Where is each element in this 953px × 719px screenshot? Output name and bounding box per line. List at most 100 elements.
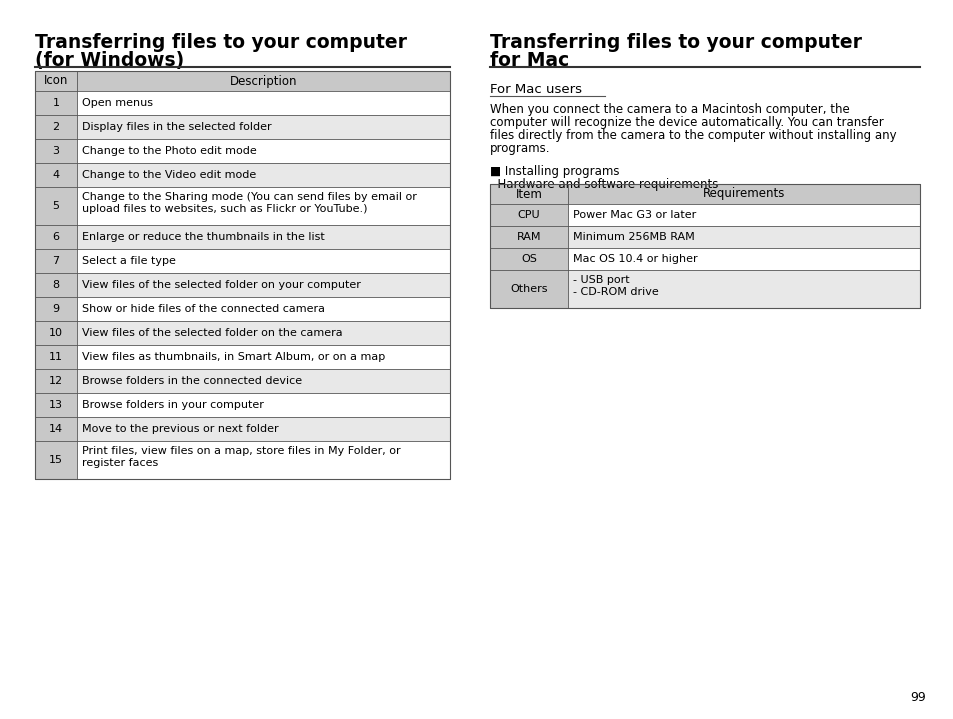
Bar xyxy=(35,163,77,187)
Text: Browse folders in your computer: Browse folders in your computer xyxy=(82,400,264,410)
Bar xyxy=(77,139,450,163)
Bar xyxy=(77,345,450,369)
Text: 2: 2 xyxy=(52,122,59,132)
Bar xyxy=(77,91,450,115)
Bar xyxy=(490,270,567,308)
Text: register faces: register faces xyxy=(82,458,158,468)
Bar xyxy=(35,345,77,369)
Text: 11: 11 xyxy=(49,352,63,362)
Bar xyxy=(77,321,450,345)
Text: Hardware and software requirements: Hardware and software requirements xyxy=(490,178,718,191)
Text: Description: Description xyxy=(230,75,297,88)
Text: 4: 4 xyxy=(52,170,59,180)
Text: - CD-ROM drive: - CD-ROM drive xyxy=(573,287,659,297)
Text: for Mac: for Mac xyxy=(490,51,569,70)
Bar xyxy=(35,441,77,479)
Bar xyxy=(35,71,77,91)
Text: 9: 9 xyxy=(52,304,59,314)
Text: Icon: Icon xyxy=(44,75,68,88)
Text: 5: 5 xyxy=(52,201,59,211)
Text: Enlarge or reduce the thumbnails in the list: Enlarge or reduce the thumbnails in the … xyxy=(82,232,324,242)
Bar xyxy=(35,115,77,139)
Bar xyxy=(567,184,919,204)
Text: Mac OS 10.4 or higher: Mac OS 10.4 or higher xyxy=(573,254,697,264)
Text: Requirements: Requirements xyxy=(702,188,784,201)
Text: 3: 3 xyxy=(52,146,59,156)
Text: (for Windows): (for Windows) xyxy=(35,51,184,70)
Bar xyxy=(35,91,77,115)
Text: 15: 15 xyxy=(49,455,63,465)
Text: Open menus: Open menus xyxy=(82,98,152,108)
Bar xyxy=(35,369,77,393)
Text: 6: 6 xyxy=(52,232,59,242)
Text: CPU: CPU xyxy=(517,210,539,220)
Bar xyxy=(77,393,450,417)
Bar xyxy=(35,187,77,225)
Text: Print files, view files on a map, store files in My Folder, or: Print files, view files on a map, store … xyxy=(82,446,400,456)
Text: Transferring files to your computer: Transferring files to your computer xyxy=(35,33,407,52)
Text: OS: OS xyxy=(520,254,537,264)
Text: When you connect the camera to a Macintosh computer, the: When you connect the camera to a Macinto… xyxy=(490,103,849,116)
Text: computer will recognize the device automatically. You can transfer: computer will recognize the device autom… xyxy=(490,116,882,129)
Text: Move to the previous or next folder: Move to the previous or next folder xyxy=(82,424,278,434)
Bar xyxy=(77,225,450,249)
Text: 99: 99 xyxy=(909,691,925,704)
Text: ■ Installing programs: ■ Installing programs xyxy=(490,165,618,178)
Bar xyxy=(35,321,77,345)
Text: programs.: programs. xyxy=(490,142,550,155)
Text: Change to the Video edit mode: Change to the Video edit mode xyxy=(82,170,256,180)
Text: Transferring files to your computer: Transferring files to your computer xyxy=(490,33,862,52)
Bar xyxy=(77,71,450,91)
Bar xyxy=(567,248,919,270)
Text: 14: 14 xyxy=(49,424,63,434)
Text: 10: 10 xyxy=(49,328,63,338)
Bar xyxy=(77,417,450,441)
Text: View files of the selected folder on your computer: View files of the selected folder on you… xyxy=(82,280,360,290)
Text: Others: Others xyxy=(510,284,547,294)
Text: 12: 12 xyxy=(49,376,63,386)
Bar xyxy=(567,226,919,248)
Text: Show or hide files of the connected camera: Show or hide files of the connected came… xyxy=(82,304,325,314)
Text: - USB port: - USB port xyxy=(573,275,629,285)
Bar xyxy=(35,139,77,163)
Bar xyxy=(77,369,450,393)
Bar xyxy=(35,225,77,249)
Text: View files of the selected folder on the camera: View files of the selected folder on the… xyxy=(82,328,342,338)
Text: files directly from the camera to the computer without installing any: files directly from the camera to the co… xyxy=(490,129,896,142)
Bar xyxy=(35,71,450,479)
Bar xyxy=(490,184,919,308)
Bar xyxy=(77,441,450,479)
Text: 8: 8 xyxy=(52,280,59,290)
Bar xyxy=(35,297,77,321)
Bar xyxy=(77,297,450,321)
Bar xyxy=(490,204,567,226)
Text: Display files in the selected folder: Display files in the selected folder xyxy=(82,122,272,132)
Bar xyxy=(77,187,450,225)
Bar xyxy=(490,248,567,270)
Bar xyxy=(35,273,77,297)
Bar xyxy=(35,417,77,441)
Bar xyxy=(35,393,77,417)
Text: Power Mac G3 or later: Power Mac G3 or later xyxy=(573,210,696,220)
Bar xyxy=(490,226,567,248)
Bar xyxy=(35,249,77,273)
Text: Change to the Sharing mode (You can send files by email or: Change to the Sharing mode (You can send… xyxy=(82,192,416,202)
Text: For Mac users: For Mac users xyxy=(490,83,581,96)
Text: Minimum 256MB RAM: Minimum 256MB RAM xyxy=(573,232,694,242)
Bar xyxy=(567,204,919,226)
Bar xyxy=(77,273,450,297)
Bar xyxy=(77,115,450,139)
Bar xyxy=(490,184,567,204)
Text: Select a file type: Select a file type xyxy=(82,256,175,266)
Bar xyxy=(77,163,450,187)
Text: upload files to websites, such as Flickr or YouTube.): upload files to websites, such as Flickr… xyxy=(82,204,367,214)
Text: 7: 7 xyxy=(52,256,59,266)
Text: 1: 1 xyxy=(52,98,59,108)
Text: View files as thumbnails, in Smart Album, or on a map: View files as thumbnails, in Smart Album… xyxy=(82,352,385,362)
Text: Item: Item xyxy=(515,188,542,201)
Bar xyxy=(77,249,450,273)
Text: RAM: RAM xyxy=(517,232,540,242)
Text: 13: 13 xyxy=(49,400,63,410)
Text: Browse folders in the connected device: Browse folders in the connected device xyxy=(82,376,302,386)
Bar xyxy=(567,270,919,308)
